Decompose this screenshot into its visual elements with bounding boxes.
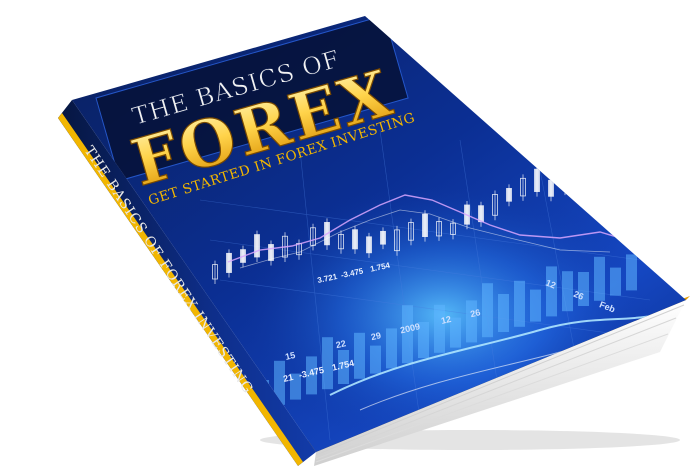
candle-body (506, 188, 512, 202)
candle-body (268, 244, 274, 261)
volume-bar (578, 272, 589, 306)
volume-bar (386, 328, 397, 369)
volume-bar (306, 356, 317, 395)
volume-bar (450, 317, 461, 348)
volume-bar (402, 305, 413, 364)
page-block (314, 300, 686, 466)
volume-bar (482, 283, 493, 338)
candle-body (394, 229, 400, 252)
volume-bar (514, 280, 525, 327)
candle-body (366, 236, 372, 254)
candle-body (338, 233, 344, 250)
bottom-tick-5: 26 (469, 307, 481, 319)
volume-bar (434, 304, 445, 353)
volume-bar (274, 360, 285, 405)
bottom-tick-4: 12 (440, 314, 452, 326)
volume-bar (594, 256, 605, 301)
candle-body (408, 222, 414, 241)
candle-body (380, 230, 386, 245)
volume-bar (466, 300, 477, 343)
book-spine (58, 100, 316, 466)
volume-bar (530, 289, 541, 322)
bottom-tick-1: 22 (335, 338, 347, 350)
volume-bar (562, 271, 573, 312)
volume-bar (610, 267, 621, 296)
candle-body (576, 169, 582, 190)
bottom-tick-0: 15 (284, 350, 296, 362)
volume-bar (338, 350, 349, 384)
candle-body (562, 175, 568, 191)
candle-body (352, 229, 358, 250)
bottom-tick-2: 29 (370, 330, 382, 342)
volume-bar (546, 266, 557, 317)
moving-average-line (227, 194, 641, 263)
candle-body (590, 166, 596, 185)
candle-body (478, 205, 484, 223)
candle-body (226, 252, 232, 273)
candle-body (422, 213, 428, 237)
trend-line (239, 209, 611, 269)
candle-body (534, 168, 540, 192)
top-tick-0: 12 (544, 278, 557, 291)
candle-body (548, 179, 554, 197)
volume-bar (322, 337, 333, 390)
readout-lower-2: 1.754 (331, 358, 355, 373)
readout-upper-2: 1.754 (369, 261, 391, 274)
volume-bars (258, 254, 637, 410)
candle-body (520, 177, 526, 197)
candle-body (492, 194, 498, 216)
candle-body (254, 234, 260, 258)
readout-upper-0: 3.721 (317, 272, 339, 285)
volume-bar (498, 294, 509, 332)
candle-body (450, 222, 456, 235)
volume-bar (370, 345, 381, 374)
bottom-tick-3: 2009 (399, 321, 421, 335)
top-tick-1: 26 (572, 289, 585, 302)
volume-bar (626, 254, 637, 291)
candle-body (212, 264, 218, 280)
readout-lower-0: 21 (282, 372, 294, 384)
candle-body (436, 221, 442, 237)
volume-bar (418, 322, 429, 358)
volume-bar (354, 332, 365, 379)
volume-bar (290, 373, 301, 400)
title-banner (95, 16, 409, 182)
